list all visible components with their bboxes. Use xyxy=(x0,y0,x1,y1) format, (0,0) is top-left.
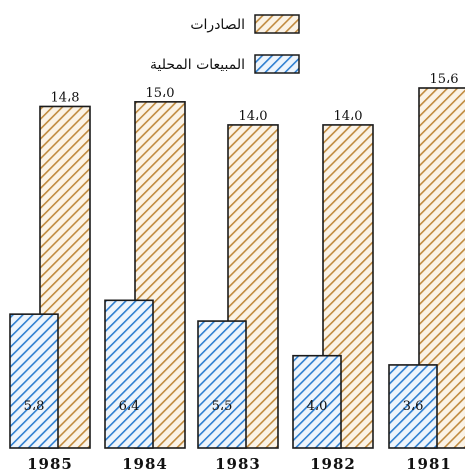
value-label-exports-1983: 14،0 xyxy=(238,109,267,124)
legend-item-local-sales: المبيعات المحلية xyxy=(150,54,300,74)
category-label-1982: 1982 xyxy=(310,455,356,473)
value-label-local-sales-1981: 3،6 xyxy=(403,399,424,414)
value-label-local-sales-1983: 5،5 xyxy=(212,399,233,414)
chart-marks: 14،8 5،8 1985 15،0 6،4 1984 14،0 5،5 1983 14،0 4،0… xyxy=(9,72,465,473)
bar-local-sales-1981 xyxy=(388,364,438,449)
category-label-1983: 1983 xyxy=(215,455,261,473)
bar-local-sales-1984 xyxy=(104,299,154,449)
legend-swatch-local-sales xyxy=(254,54,300,74)
value-label-exports-1981: 15،6 xyxy=(429,72,458,87)
value-label-exports-1984: 15،0 xyxy=(145,86,174,101)
category-label-1981: 1981 xyxy=(406,455,452,473)
legend: الصادرات المبيعات المحلية xyxy=(150,14,300,74)
legend-swatch-exports xyxy=(254,14,300,34)
value-label-local-sales-1984: 6،4 xyxy=(119,399,140,414)
value-label-local-sales-1982: 4،0 xyxy=(307,399,328,414)
value-label-exports-1985: 14،8 xyxy=(50,90,79,105)
bar-local-sales-1985 xyxy=(9,313,59,449)
category-label-1985: 1985 xyxy=(27,455,73,473)
value-label-local-sales-1985: 5،8 xyxy=(24,399,45,414)
bar-local-sales-1983 xyxy=(197,320,247,449)
value-label-exports-1982: 14،0 xyxy=(333,109,362,124)
legend-label-local-sales: المبيعات المحلية xyxy=(150,57,245,73)
bar-local-sales-1982 xyxy=(292,354,342,449)
category-label-1984: 1984 xyxy=(122,455,168,473)
legend-label-exports: الصادرات xyxy=(190,17,245,33)
legend-item-exports: الصادرات xyxy=(190,14,300,34)
